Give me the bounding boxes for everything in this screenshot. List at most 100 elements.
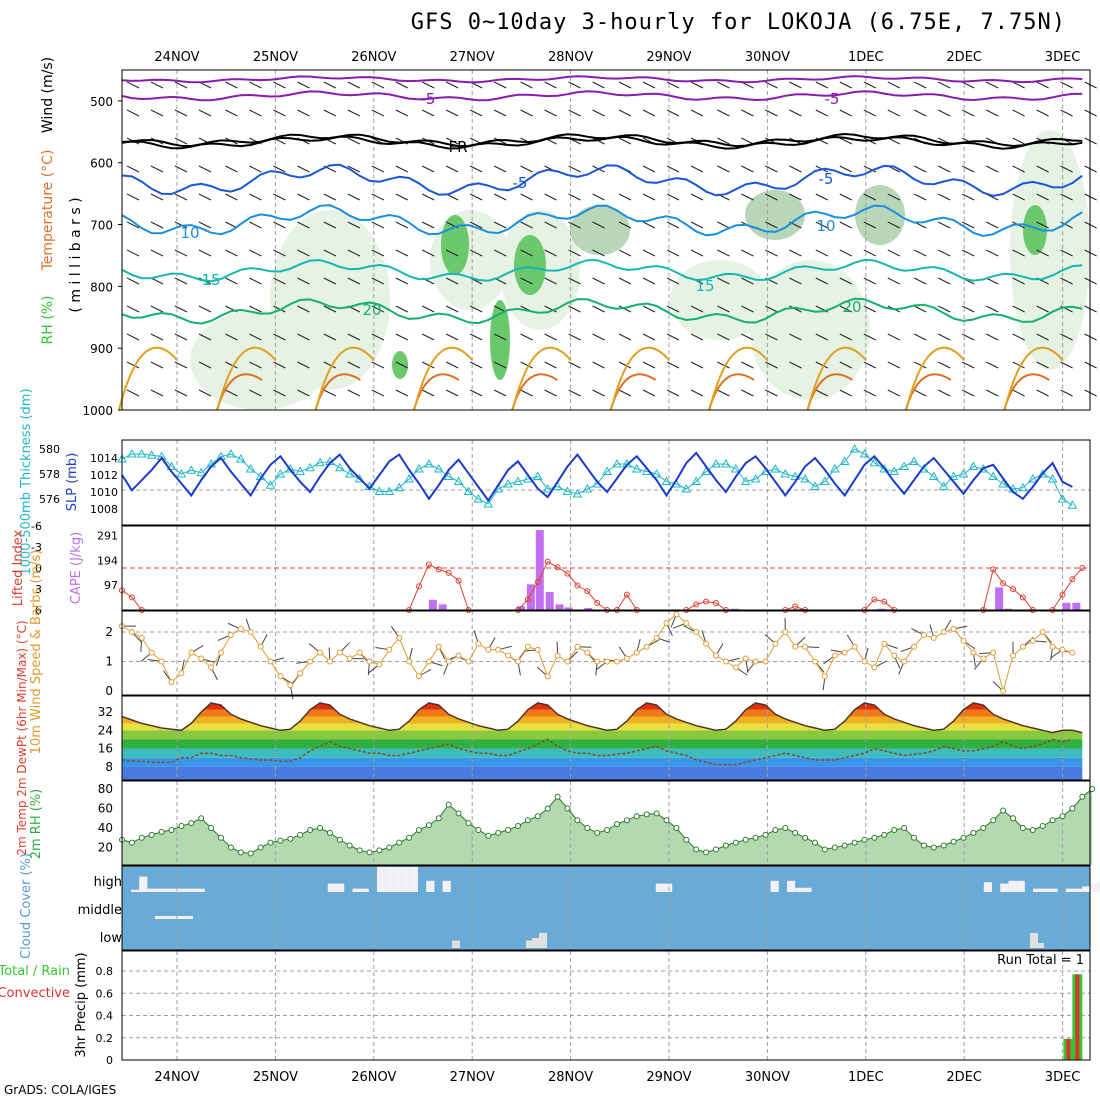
wind-barb bbox=[445, 305, 459, 313]
wind-barb bbox=[198, 333, 212, 341]
date-label-top: 26NOV bbox=[351, 50, 396, 65]
wind-barb bbox=[1012, 277, 1025, 285]
wind-barb bbox=[371, 81, 385, 89]
wind10m-point bbox=[604, 658, 611, 665]
wind-barb bbox=[815, 81, 829, 89]
cloud-high-box bbox=[1033, 888, 1042, 892]
wind-barb bbox=[863, 221, 877, 229]
wind-barb bbox=[961, 305, 975, 313]
wind-barb bbox=[642, 249, 656, 257]
wind-barb bbox=[126, 193, 140, 201]
wind-barb bbox=[445, 389, 459, 397]
wind-barb bbox=[225, 361, 238, 369]
wind-barb bbox=[618, 361, 632, 369]
rh2m-point bbox=[406, 834, 413, 841]
wind-barb bbox=[225, 109, 238, 117]
wind10m-point bbox=[376, 661, 383, 668]
lifted-index-point bbox=[703, 598, 710, 605]
isotherm-warm-arc bbox=[610, 346, 670, 411]
wind-barb bbox=[150, 305, 164, 313]
date-label-bottom: 1DEC bbox=[848, 1070, 884, 1085]
wind-barb bbox=[1084, 333, 1097, 341]
wind-barb bbox=[445, 361, 459, 369]
cloud-high-box bbox=[1000, 883, 1009, 892]
wind-barb bbox=[592, 221, 605, 229]
thickness-point bbox=[443, 471, 454, 480]
wind-barb bbox=[174, 81, 188, 89]
wind-barb bbox=[568, 165, 581, 173]
wind-barb bbox=[666, 305, 680, 313]
wind-barb bbox=[249, 305, 262, 313]
wind-barb bbox=[887, 221, 901, 229]
wind-barb bbox=[789, 249, 802, 257]
thickness-point bbox=[226, 448, 236, 458]
wind-barb bbox=[371, 333, 385, 341]
wind-barb bbox=[493, 221, 507, 229]
wind-barb bbox=[445, 277, 459, 285]
wind10m-point bbox=[792, 643, 799, 650]
wind-barb bbox=[618, 277, 632, 285]
wind-barb bbox=[913, 81, 927, 89]
wind-barb bbox=[961, 165, 975, 173]
cloud-high-box bbox=[147, 888, 156, 892]
wind-barb bbox=[174, 137, 188, 145]
wind-barb bbox=[150, 361, 164, 369]
wind-barb bbox=[1036, 193, 1049, 201]
wind-barb bbox=[297, 305, 310, 313]
wind-barb bbox=[690, 389, 704, 397]
wind-barb bbox=[445, 249, 459, 257]
rh2m-point bbox=[752, 834, 759, 841]
temp2m-frame bbox=[121, 695, 1091, 781]
temp2m-ytick: 16 bbox=[98, 742, 113, 756]
rh2m-point bbox=[663, 817, 670, 824]
thickness-point bbox=[176, 468, 187, 478]
rh2m-point bbox=[128, 839, 135, 846]
rh-shade-light bbox=[1010, 130, 1090, 370]
rh-shade-light bbox=[750, 260, 870, 400]
rh2m-point bbox=[732, 839, 739, 846]
wind-barb bbox=[273, 221, 286, 229]
wind-barb bbox=[323, 193, 337, 201]
rh2m-point bbox=[703, 849, 710, 856]
lifted-index-point bbox=[445, 569, 452, 576]
lifted-index-point bbox=[1079, 565, 1086, 571]
rh2m-point bbox=[643, 811, 650, 818]
thickness-point bbox=[433, 463, 444, 473]
rh2m-point bbox=[673, 825, 680, 831]
rh2m-point bbox=[515, 823, 521, 830]
wind-barb bbox=[765, 221, 778, 229]
wind-barb bbox=[815, 389, 829, 397]
wind-barb bbox=[150, 389, 164, 397]
wind10m-point bbox=[722, 658, 729, 665]
rh2m-point bbox=[326, 829, 333, 836]
wind10m-point bbox=[653, 634, 660, 641]
wind-barb bbox=[913, 277, 927, 285]
wind-barb bbox=[839, 109, 853, 117]
isotherm-line bbox=[121, 163, 1083, 197]
thickness-point bbox=[424, 458, 434, 468]
thickness-point bbox=[730, 463, 741, 473]
cape-ytick: 97 bbox=[104, 579, 118, 592]
wind-barb bbox=[323, 277, 337, 285]
wind-barb bbox=[985, 221, 999, 229]
wind-barb bbox=[741, 277, 754, 285]
wind-barb bbox=[887, 249, 901, 257]
cape-bar bbox=[1062, 602, 1071, 610]
wind10m-point bbox=[1069, 649, 1076, 656]
wind10m-point bbox=[564, 658, 571, 665]
lifted-ytick: -6 bbox=[31, 520, 42, 533]
rh2m-point bbox=[574, 817, 581, 824]
wind10m-point bbox=[802, 643, 809, 650]
wind-barb bbox=[421, 305, 435, 313]
wind-barb bbox=[1036, 361, 1049, 369]
cape-ytick: 291 bbox=[97, 529, 118, 542]
rh2m-point bbox=[534, 813, 541, 820]
wind-barb bbox=[249, 361, 262, 369]
rh2m-point bbox=[277, 837, 284, 844]
rh2m-point bbox=[1019, 825, 1026, 831]
isotherm-warm-arc bbox=[708, 346, 769, 411]
wind-barb bbox=[887, 193, 901, 201]
wind-barb bbox=[174, 109, 188, 117]
cloud-high-box bbox=[1041, 888, 1050, 892]
cloud-high-box bbox=[188, 888, 197, 892]
